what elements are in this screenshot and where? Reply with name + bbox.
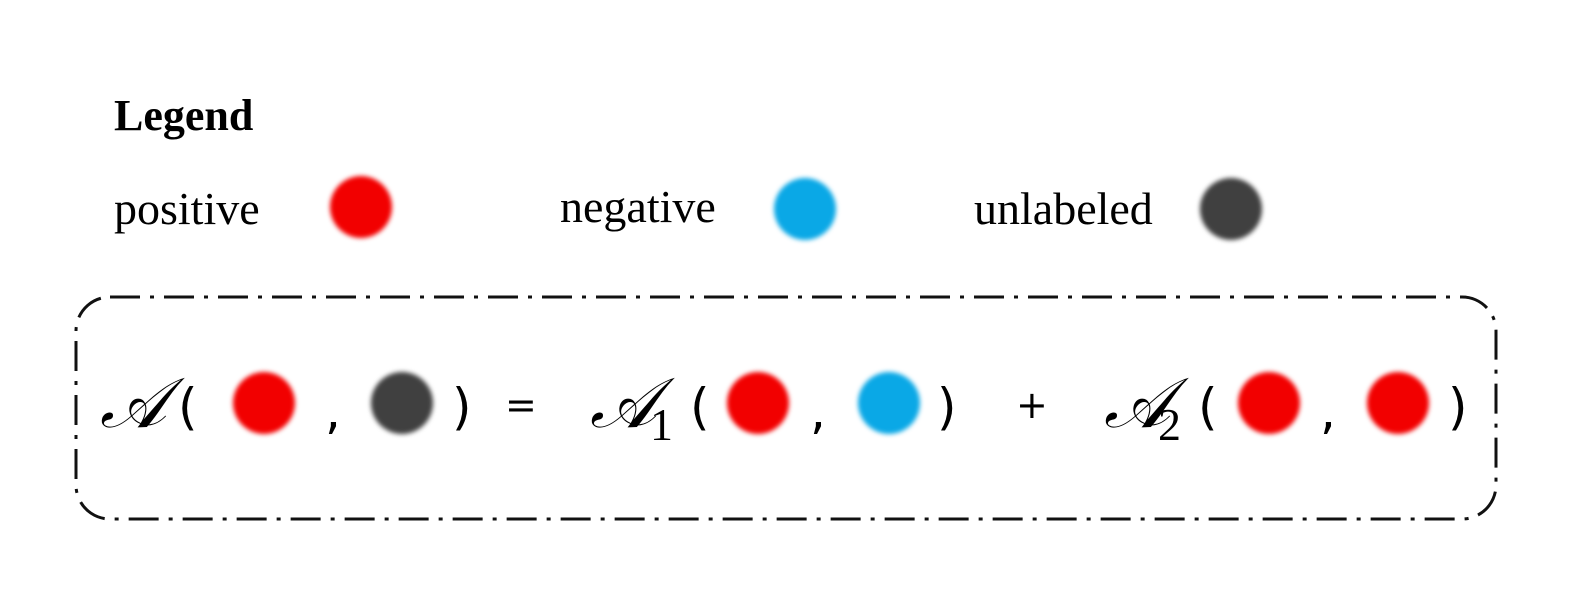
plus-sign: + — [1016, 383, 1048, 427]
legend-label-positive: positive — [114, 183, 260, 234]
term1-dot-negative — [858, 372, 920, 434]
term2-dot-positive-2 — [1367, 372, 1429, 434]
term1-comma: , — [810, 382, 826, 440]
lhs-comma: , — [325, 382, 341, 440]
legend-dot-unlabeled — [1200, 178, 1262, 240]
term2-operator: 𝒜 — [1104, 362, 1171, 444]
term1-close-paren: ) — [937, 378, 957, 436]
lhs-close-paren: ) — [452, 378, 472, 436]
term2-comma: , — [1320, 382, 1336, 440]
term1-subscript: 1 — [650, 399, 673, 450]
legend-dot-negative — [774, 178, 836, 240]
term1-operator: 𝒜 — [590, 362, 657, 444]
legend-label-negative: negative — [560, 181, 716, 232]
legend-title: Legend — [114, 91, 254, 140]
legend-dot-positive — [330, 176, 392, 238]
legend-label-unlabeled: unlabeled — [974, 183, 1153, 234]
term2-open-paren: ( — [1198, 378, 1218, 436]
term1-dot-positive — [727, 372, 789, 434]
lhs-dot-positive — [233, 372, 295, 434]
term1-open-paren: ( — [690, 378, 710, 436]
term2-close-paren: ) — [1448, 378, 1468, 436]
equals-sign: = — [505, 383, 537, 427]
term2-dot-positive-1 — [1238, 372, 1300, 434]
term2-subscript: 2 — [1158, 399, 1181, 450]
lhs-operator: 𝒜 — [100, 362, 167, 444]
lhs-dot-unlabeled — [371, 372, 433, 434]
lhs-open-paren: ( — [178, 378, 198, 436]
